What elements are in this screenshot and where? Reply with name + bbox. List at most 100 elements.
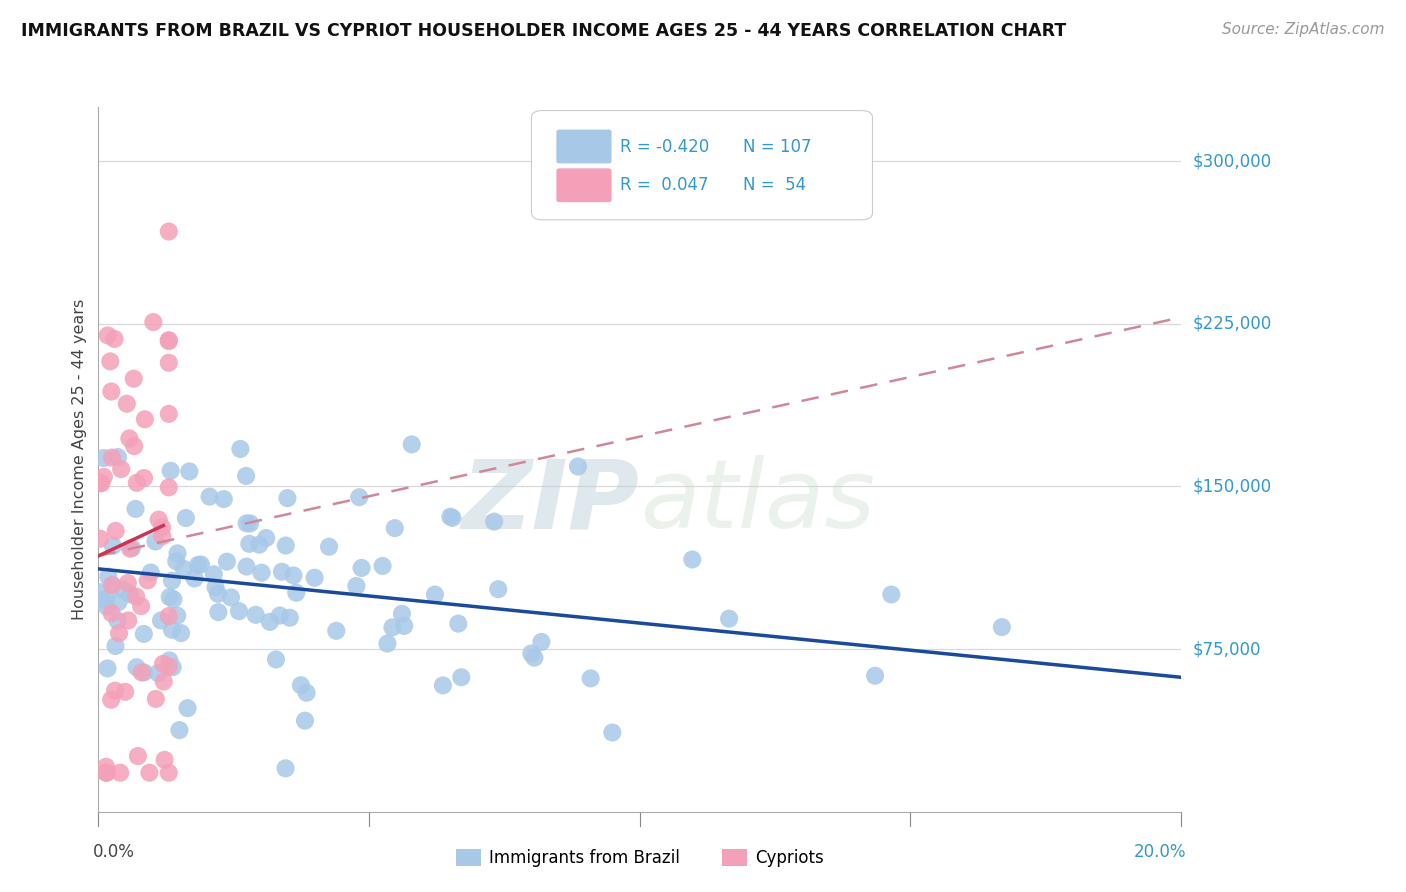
Point bbox=[157, 407, 180, 421]
Point bbox=[254, 531, 277, 545]
Point bbox=[259, 615, 281, 629]
Point bbox=[304, 571, 326, 585]
Text: $225,000: $225,000 bbox=[1192, 315, 1271, 333]
Point bbox=[274, 761, 297, 775]
Point bbox=[94, 765, 117, 780]
Point bbox=[157, 659, 180, 673]
Point bbox=[96, 599, 118, 614]
Point bbox=[94, 760, 117, 774]
Point bbox=[157, 333, 180, 347]
Point bbox=[127, 749, 149, 764]
Text: N = 107: N = 107 bbox=[742, 137, 811, 155]
Point bbox=[93, 470, 115, 484]
Text: N =  54: N = 54 bbox=[742, 177, 806, 194]
Point bbox=[278, 611, 301, 625]
Point bbox=[166, 608, 188, 623]
Point bbox=[89, 532, 111, 546]
Point bbox=[100, 384, 122, 399]
Point bbox=[107, 595, 129, 609]
Point bbox=[146, 666, 169, 681]
Point bbox=[114, 685, 136, 699]
Text: 0.0%: 0.0% bbox=[93, 844, 135, 862]
Point bbox=[157, 356, 180, 370]
Point bbox=[152, 674, 174, 689]
Point bbox=[93, 451, 115, 466]
Point bbox=[107, 614, 129, 628]
Point bbox=[108, 626, 131, 640]
Point bbox=[160, 623, 183, 637]
Point bbox=[204, 580, 226, 594]
Point bbox=[134, 412, 156, 426]
Point bbox=[520, 647, 543, 661]
Point bbox=[101, 578, 124, 592]
Point bbox=[132, 665, 155, 680]
Point bbox=[173, 562, 195, 576]
Point bbox=[115, 397, 138, 411]
Point bbox=[567, 459, 589, 474]
Point bbox=[863, 669, 886, 683]
Point bbox=[344, 579, 367, 593]
Point bbox=[718, 612, 741, 626]
Point bbox=[124, 502, 146, 516]
Point bbox=[274, 539, 297, 553]
Point bbox=[423, 588, 446, 602]
Point bbox=[183, 572, 205, 586]
Point bbox=[285, 585, 308, 599]
Text: IMMIGRANTS FROM BRAZIL VS CYPRIOT HOUSEHOLDER INCOME AGES 25 - 44 YEARS CORRELAT: IMMIGRANTS FROM BRAZIL VS CYPRIOT HOUSEH… bbox=[21, 22, 1066, 40]
Point bbox=[681, 552, 703, 566]
Point bbox=[125, 475, 148, 490]
Point bbox=[239, 516, 262, 531]
Point bbox=[162, 592, 184, 607]
Point bbox=[157, 225, 180, 239]
Point bbox=[235, 516, 257, 531]
Text: ZIP: ZIP bbox=[461, 455, 640, 549]
Point bbox=[90, 476, 112, 491]
Point bbox=[162, 660, 184, 674]
Text: atlas: atlas bbox=[640, 455, 875, 549]
Point bbox=[107, 450, 129, 464]
Point bbox=[486, 582, 509, 597]
Text: Source: ZipAtlas.com: Source: ZipAtlas.com bbox=[1222, 22, 1385, 37]
Point bbox=[104, 524, 127, 538]
Point bbox=[160, 574, 183, 588]
Point bbox=[117, 576, 139, 591]
Point bbox=[153, 753, 176, 767]
Point bbox=[118, 432, 141, 446]
Point bbox=[129, 599, 152, 613]
Point bbox=[170, 626, 193, 640]
Point bbox=[441, 511, 464, 525]
Point bbox=[139, 566, 162, 580]
Point bbox=[89, 475, 111, 490]
Point bbox=[101, 578, 124, 592]
Point bbox=[104, 639, 127, 653]
Point bbox=[110, 462, 132, 476]
Point bbox=[169, 723, 191, 738]
Point bbox=[150, 529, 173, 543]
Point bbox=[90, 585, 112, 599]
Point bbox=[212, 492, 235, 507]
Point bbox=[579, 672, 602, 686]
Point bbox=[880, 587, 903, 601]
Point bbox=[91, 593, 114, 607]
Point bbox=[148, 513, 170, 527]
Point bbox=[392, 619, 415, 633]
Point bbox=[96, 661, 118, 675]
Point bbox=[207, 605, 229, 619]
Point bbox=[145, 534, 167, 549]
Point bbox=[157, 334, 180, 348]
Point bbox=[600, 725, 623, 739]
Point bbox=[174, 511, 197, 525]
Point bbox=[101, 450, 124, 465]
Text: R = -0.420: R = -0.420 bbox=[620, 137, 710, 155]
Point bbox=[235, 559, 257, 574]
Point bbox=[271, 565, 294, 579]
Point bbox=[122, 372, 145, 386]
Point bbox=[166, 546, 188, 560]
Point bbox=[131, 665, 153, 680]
Point bbox=[198, 490, 221, 504]
Text: 20.0%: 20.0% bbox=[1135, 844, 1187, 862]
Legend: Immigrants from Brazil, Cypriots: Immigrants from Brazil, Cypriots bbox=[456, 848, 824, 867]
Point bbox=[145, 692, 167, 706]
Point bbox=[250, 566, 273, 580]
Point bbox=[439, 509, 461, 524]
